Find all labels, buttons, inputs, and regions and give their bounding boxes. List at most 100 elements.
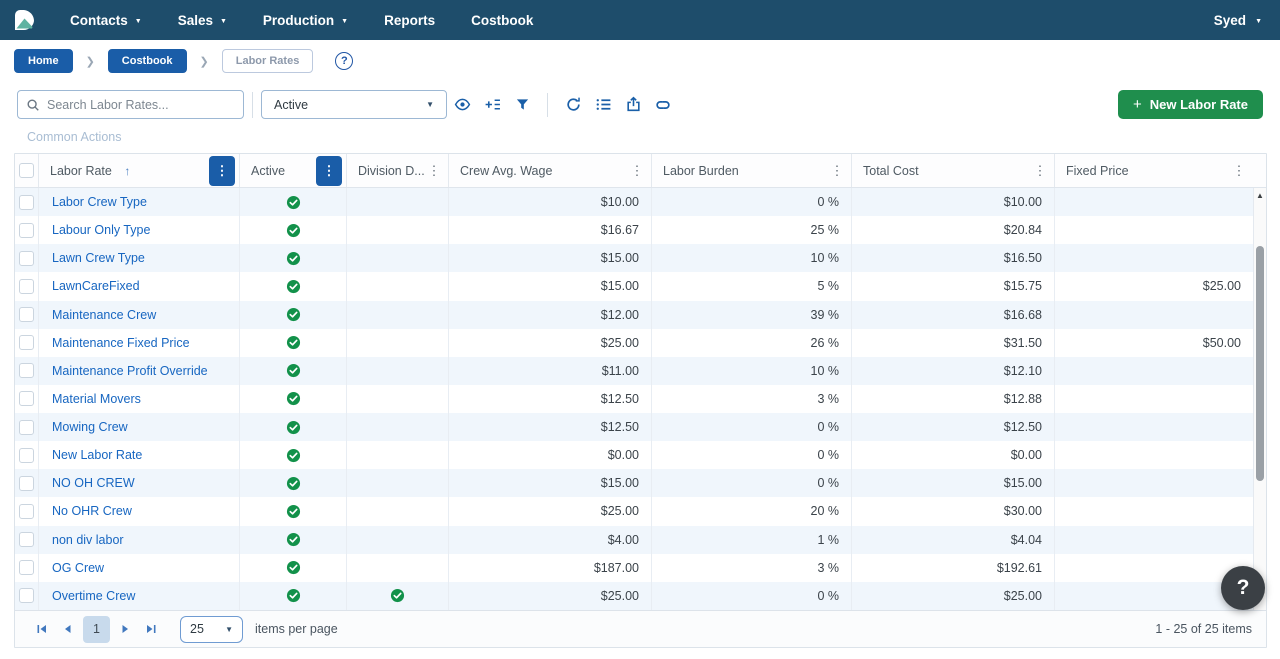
pagination-range-label: 1 - 25 of 25 items — [1155, 622, 1252, 636]
column-menu-icon[interactable]: ⋮ — [1229, 158, 1249, 184]
labor-rate-link[interactable]: Maintenance Fixed Price — [39, 329, 240, 357]
previous-page-button[interactable] — [55, 616, 81, 642]
labor-rate-link[interactable]: Maintenance Profit Override — [39, 357, 240, 385]
labor-rate-link[interactable]: OG Crew — [39, 554, 240, 582]
last-page-button[interactable] — [138, 616, 164, 642]
row-checkbox[interactable] — [19, 588, 34, 603]
active-check-icon — [286, 195, 301, 210]
user-menu[interactable]: Syed ▼ — [1214, 13, 1262, 28]
labor-rate-link[interactable]: Lawn Crew Type — [39, 244, 240, 272]
breadcrumb-costbook[interactable]: Costbook — [108, 49, 187, 73]
table-row: Maintenance Fixed Price$25.0026 %$31.50$… — [15, 329, 1253, 357]
row-checkbox[interactable] — [19, 560, 34, 575]
labor-rate-link[interactable]: Mowing Crew — [39, 413, 240, 441]
column-menu-icon[interactable]: ⋮ — [1030, 158, 1050, 184]
table-row: Mowing Crew$12.500 %$12.50 — [15, 413, 1253, 441]
labor-rate-link[interactable]: Labour Only Type — [39, 216, 240, 244]
row-checkbox[interactable] — [19, 504, 34, 519]
row-checkbox[interactable] — [19, 307, 34, 322]
total-cost-cell: $192.61 — [852, 554, 1055, 582]
total-cost-cell: $20.84 — [852, 216, 1055, 244]
link-icon[interactable] — [650, 92, 676, 118]
labor-burden-cell: 3 % — [652, 554, 852, 582]
active-check-icon — [286, 279, 301, 294]
labor-rate-link[interactable]: non div labor — [39, 526, 240, 554]
chevron-down-icon: ▼ — [135, 18, 142, 25]
labor-rate-link[interactable]: Overtime Crew — [39, 582, 240, 610]
nav-item-label: Costbook — [471, 13, 533, 28]
labor-rate-link[interactable]: NO OH CREW — [39, 469, 240, 497]
row-checkbox[interactable] — [19, 335, 34, 350]
nav-item-contacts[interactable]: Contacts▼ — [70, 13, 142, 28]
table-row: Maintenance Profit Override$11.0010 %$12… — [15, 357, 1253, 385]
column-menu-icon[interactable]: ⋮ — [627, 158, 647, 184]
row-checkbox[interactable] — [19, 279, 34, 294]
column-header-division-d: Division D...⋮ — [347, 154, 449, 187]
total-cost-cell: $12.10 — [852, 357, 1055, 385]
row-checkbox[interactable] — [19, 363, 34, 378]
row-checkbox[interactable] — [19, 476, 34, 491]
nav-item-reports[interactable]: Reports — [384, 13, 435, 28]
breadcrumb-labor-rates[interactable]: Labor Rates — [222, 49, 314, 73]
row-checkbox[interactable] — [19, 251, 34, 266]
chevron-right-icon: ❯ — [86, 55, 95, 68]
scroll-up-icon[interactable]: ▲ — [1254, 188, 1266, 202]
help-icon[interactable]: ? — [335, 52, 353, 70]
labor-rate-link[interactable]: Labor Crew Type — [39, 188, 240, 216]
filter-icon[interactable] — [509, 92, 535, 118]
breadcrumb-home[interactable]: Home — [14, 49, 73, 73]
nav-item-costbook[interactable]: Costbook — [471, 13, 533, 28]
next-page-button[interactable] — [112, 616, 138, 642]
nav-item-sales[interactable]: Sales▼ — [178, 13, 227, 28]
labor-rate-link[interactable]: Material Movers — [39, 385, 240, 413]
column-menu-icon[interactable]: ⋮ — [424, 158, 444, 184]
labor-rate-link[interactable]: No OHR Crew — [39, 497, 240, 525]
app-logo-icon[interactable] — [10, 5, 40, 35]
row-checkbox[interactable] — [19, 420, 34, 435]
column-menu-icon[interactable]: ⋮ — [316, 156, 342, 186]
active-check-icon — [286, 532, 301, 547]
nav-item-production[interactable]: Production▼ — [263, 13, 348, 28]
crew-avg-wage-cell: $12.50 — [449, 385, 652, 413]
labor-rate-link[interactable]: Maintenance Crew — [39, 301, 240, 329]
division-default-cell — [347, 385, 449, 413]
divider — [547, 93, 548, 117]
labor-rate-link[interactable]: New Labor Rate — [39, 441, 240, 469]
row-checkbox[interactable] — [19, 391, 34, 406]
labor-rate-link[interactable]: LawnCareFixed — [39, 272, 240, 300]
first-page-button[interactable] — [29, 616, 55, 642]
division-default-cell — [347, 526, 449, 554]
page-size-select[interactable]: 25 ▼ — [180, 616, 243, 643]
common-actions-link[interactable]: Common Actions — [27, 130, 121, 144]
total-cost-cell: $15.00 — [852, 469, 1055, 497]
eye-icon[interactable] — [449, 92, 475, 118]
column-header-labor-rate: Labor Rate ↑⋮ — [39, 154, 240, 187]
floating-help-button[interactable]: ? — [1221, 566, 1265, 610]
export-icon[interactable] — [620, 92, 646, 118]
active-check-icon — [286, 223, 301, 238]
status-filter-select[interactable]: Active ▼ — [261, 90, 447, 119]
table-row: Material Movers$12.503 %$12.88 — [15, 385, 1253, 413]
row-checkbox[interactable] — [19, 195, 34, 210]
table-row: Maintenance Crew$12.0039 %$16.68 — [15, 301, 1253, 329]
column-menu-icon[interactable]: ⋮ — [209, 156, 235, 186]
row-checkbox[interactable] — [19, 223, 34, 238]
list-icon[interactable] — [590, 92, 616, 118]
navbar-items: Contacts▼ Sales▼ Production▼ Reports Costboo… — [70, 13, 533, 28]
select-all-checkbox[interactable] — [19, 163, 34, 178]
vertical-scrollbar[interactable]: ▲ — [1253, 188, 1266, 610]
row-checkbox[interactable] — [19, 448, 34, 463]
search-input[interactable] — [47, 98, 235, 112]
scrollbar-thumb[interactable] — [1256, 246, 1264, 481]
header-select-all — [15, 154, 39, 187]
active-check-icon — [286, 476, 301, 491]
refresh-icon[interactable] — [560, 92, 586, 118]
column-chooser-icon[interactable] — [479, 92, 505, 118]
toolbar: Active ▼ — [0, 82, 1280, 119]
row-checkbox[interactable] — [19, 532, 34, 547]
status-filter-value: Active — [274, 98, 308, 112]
page-number-button[interactable]: 1 — [83, 616, 110, 643]
column-menu-icon[interactable]: ⋮ — [827, 158, 847, 184]
labor-burden-cell: 10 % — [652, 357, 852, 385]
new-labor-rate-button[interactable]: + New Labor Rate — [1118, 90, 1263, 119]
